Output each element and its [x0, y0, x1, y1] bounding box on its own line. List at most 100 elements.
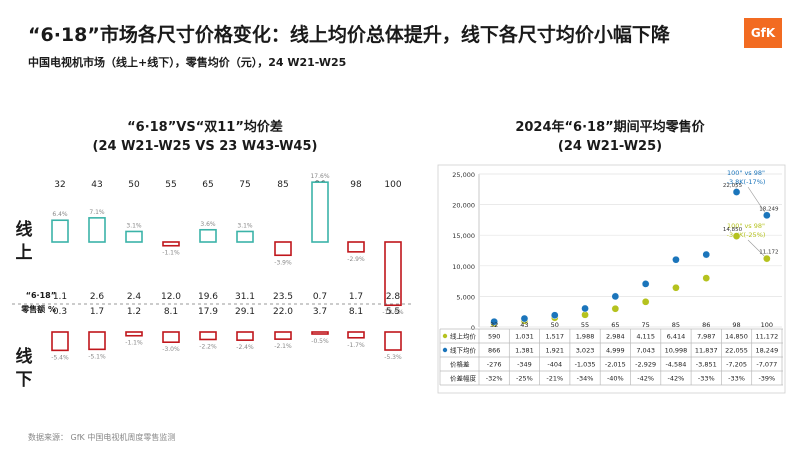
offline-bar-100: [384, 331, 402, 351]
online-bar-85: [274, 241, 292, 257]
gfk-logo: GfK: [744, 18, 782, 48]
table-cell-online-avg-75: 4,115: [636, 333, 655, 341]
offline-bar-98: [347, 331, 365, 339]
online-bar-label-55: -1.1%: [162, 250, 180, 257]
offline-row-label-char2: 下: [16, 370, 33, 390]
share-offline-55: 8.1: [164, 307, 178, 317]
table-category-50: 50: [551, 321, 559, 329]
size-header-43: 43: [91, 180, 102, 190]
online-bar-label-43: 7.1%: [89, 209, 105, 216]
share-online-55: 12.0: [161, 292, 181, 302]
online-bar-label-98: -2.9%: [347, 256, 365, 263]
source-note: 数据来源： GfK 中国电视机周度零售监测: [28, 433, 176, 442]
table-category-86: 86: [702, 321, 710, 329]
online-bar-label-75: 3.1%: [237, 222, 253, 229]
table-marker-online-avg: [442, 333, 448, 339]
offline-bar-75: [236, 331, 254, 341]
table-row-label-online-avg: 线上均价: [450, 332, 477, 341]
offline-point-65: [611, 292, 620, 301]
table-cell-diff-pct-32: -32%: [486, 375, 503, 383]
table-cell-diff-pct-43: -25%: [516, 375, 533, 383]
share-offline-98: 8.1: [349, 307, 363, 317]
point-label-offline-98: 22,055: [723, 183, 743, 189]
online-bar-86: [311, 181, 329, 243]
y-tick-5,000: 5,000: [456, 293, 475, 301]
table-cell-price-diff-55: -1,035: [575, 361, 596, 369]
table-cell-diff-pct-100: -39%: [758, 375, 775, 383]
online-bar-label-86: 17.6%: [310, 173, 329, 180]
share-online-86: 0.7: [313, 292, 327, 302]
offline-point-55: [581, 304, 589, 313]
table-cell-offline-avg-32: 866: [488, 347, 500, 355]
share-offline-50: 1.2: [127, 307, 141, 317]
table-cell-online-avg-32: 590: [488, 333, 500, 341]
share-offline-32: 0.3: [53, 307, 67, 317]
online-point-86: [702, 274, 711, 282]
share-offline-100: 5.5: [386, 307, 400, 317]
table-cell-offline-avg-75: 7,043: [636, 347, 655, 355]
share-online-98: 1.7: [349, 292, 363, 302]
table-row-label-diff-pct: 价差幅度: [450, 374, 477, 383]
table-cell-online-avg-43: 1,031: [515, 333, 534, 341]
offline-bar-43: [88, 331, 106, 351]
annotation-line1-0: 100" vs 98": [727, 169, 765, 177]
share-label-line2: 零售额 %: [20, 304, 56, 314]
table-category-85: 85: [672, 321, 680, 329]
online-bar-55: [162, 241, 180, 247]
offline-bar-label-43: -5.1%: [88, 353, 106, 360]
left-chart-title-line2: (24 W21-W25 VS 23 W43-W45): [92, 139, 318, 154]
offline-bar-label-32: -5.4%: [51, 354, 69, 361]
y-tick-20,000: 20,000: [452, 202, 475, 210]
table-cell-diff-pct-75: -42%: [637, 375, 654, 383]
table-category-100: 100: [761, 321, 773, 329]
online-bar-label-32: 6.4%: [52, 211, 68, 218]
share-online-85: 23.5: [273, 292, 293, 302]
table-cell-online-avg-85: 6,414: [667, 333, 686, 341]
table-marker-offline-avg: [442, 347, 448, 353]
share-offline-85: 22.0: [273, 307, 293, 317]
offline-bar-label-100: -5.3%: [384, 354, 402, 361]
page-title: “6·18”市场各尺寸价格变化：线上均价总体提升，线下各尺寸均价小幅下降: [28, 24, 670, 46]
table-cell-offline-avg-43: 1,381: [515, 347, 534, 355]
table-row-label-offline-avg: 线下均价: [450, 346, 477, 355]
left-chart-title-line1: “6·18”VS“双11”均价差: [127, 120, 283, 135]
share-offline-86: 3.7: [313, 307, 327, 317]
offline-bar-label-86: -0.5%: [311, 338, 329, 345]
online-point-85: [672, 283, 680, 292]
table-category-65: 65: [611, 321, 619, 329]
right-chart-title-line1: 2024年“6·18”期间平均零售价: [515, 120, 705, 135]
offline-point-32: [490, 317, 498, 326]
share-online-32: 1.1: [53, 292, 67, 302]
online-row-label-char1: 线: [16, 219, 33, 240]
table-cell-diff-pct-50: -21%: [546, 375, 563, 383]
table-cell-price-diff-65: -2,015: [605, 361, 626, 369]
offline-bar-50: [125, 331, 143, 337]
table-category-32: 32: [490, 321, 498, 329]
y-tick-15,000: 15,000: [452, 232, 475, 240]
online-point-100: [763, 254, 771, 263]
size-header-32: 32: [54, 180, 65, 190]
table-cell-price-diff-86: -3,851: [696, 361, 717, 369]
online-bar-98: [347, 241, 365, 253]
y-tick-25,000: 25,000: [452, 171, 475, 179]
table-cell-online-avg-98: 14,850: [725, 333, 748, 341]
table-cell-price-diff-85: -4,584: [665, 361, 686, 369]
table-cell-price-diff-50: -404: [547, 361, 562, 369]
online-point-98: [732, 232, 741, 240]
size-header-65: 65: [202, 180, 213, 190]
offline-row-label-char1: 线: [16, 346, 33, 367]
table-category-98: 98: [732, 321, 740, 329]
size-header-85: 85: [277, 180, 288, 190]
size-header-100: 100: [384, 180, 401, 190]
offline-point-86: [702, 250, 711, 259]
online-point-65: [611, 304, 620, 313]
table-cell-diff-pct-55: -34%: [577, 375, 594, 383]
offline-bar-label-55: -3.0%: [162, 346, 180, 353]
right-chart-title-line2: (24 W21-W25): [557, 139, 663, 154]
table-cell-online-avg-100: 11,172: [755, 333, 778, 341]
share-offline-65: 17.9: [198, 307, 218, 317]
offline-bar-55: [162, 331, 180, 343]
offline-point-50: [550, 311, 559, 320]
share-online-65: 19.6: [198, 292, 218, 302]
